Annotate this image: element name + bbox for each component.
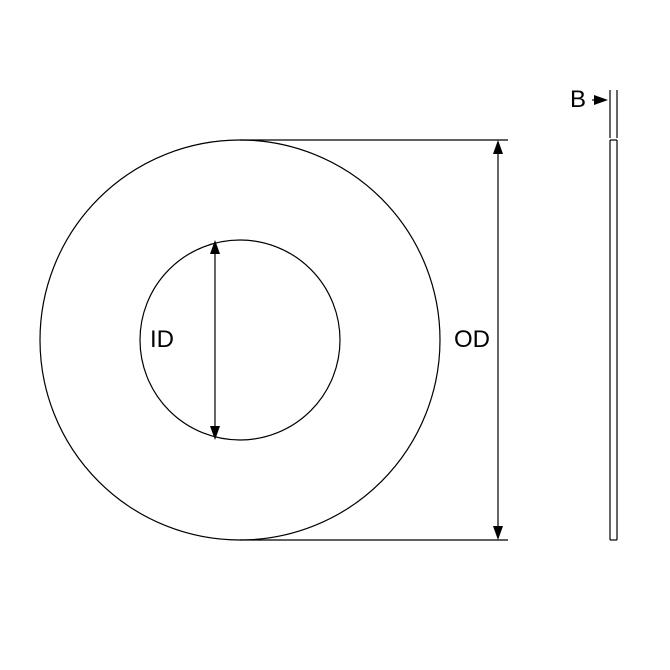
id-label: ID [150,326,174,354]
b-label: B [570,86,586,114]
od-label: OD [452,326,492,354]
